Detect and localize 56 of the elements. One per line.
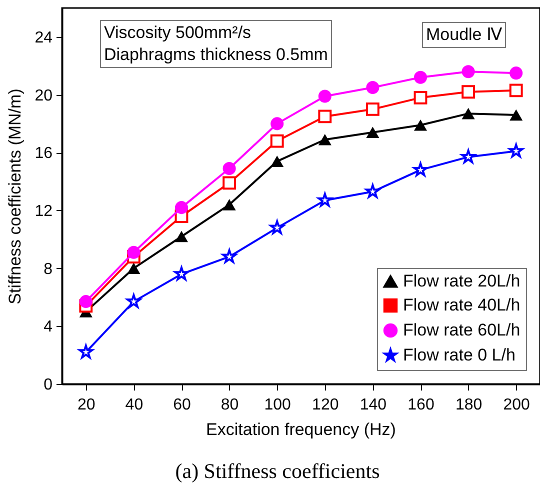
point	[366, 102, 380, 116]
point	[318, 90, 332, 103]
point	[366, 126, 380, 138]
y-tick-label: 20	[34, 87, 53, 104]
legend-label: Flow rate 40L/h	[403, 296, 520, 314]
y-tick-label: 12	[34, 202, 53, 220]
point	[222, 176, 236, 190]
point	[318, 110, 332, 124]
x-tick-label: 100	[264, 396, 292, 414]
point	[79, 295, 92, 308]
point	[127, 246, 140, 259]
legend-label: Flow rate 60L/h	[403, 320, 520, 340]
point	[366, 81, 380, 94]
legend-label: Flow rate 0 L/h	[403, 346, 516, 364]
point	[222, 199, 236, 210]
y-axis-title: Stiffness coefficients (MN/m)	[6, 88, 25, 304]
x-tick-label: 20	[78, 396, 96, 414]
annotation: Moudle Ⅳ	[422, 22, 506, 48]
point	[270, 220, 284, 234]
point	[127, 262, 140, 274]
x-tick-label: 40	[125, 396, 144, 414]
y-tick-label: 16	[34, 145, 53, 162]
point	[318, 134, 332, 146]
y-tick-label: 0	[44, 376, 53, 394]
point	[318, 192, 332, 207]
point	[270, 156, 284, 167]
point	[174, 230, 188, 242]
point	[509, 84, 523, 98]
x-tick-label: 80	[220, 396, 239, 414]
point	[462, 85, 475, 99]
x-tick-label: 180	[455, 396, 482, 414]
point	[510, 66, 523, 80]
point	[174, 201, 188, 214]
x-tick-label: 160	[408, 396, 434, 414]
point	[222, 162, 236, 176]
point	[414, 119, 428, 131]
x-tick-label: 120	[312, 396, 339, 414]
y-tick-label: 4	[44, 318, 53, 336]
point	[462, 65, 475, 78]
point	[270, 117, 284, 130]
x-tick-label: 60	[173, 396, 191, 414]
point	[462, 108, 475, 120]
y-tick-label: 24	[34, 29, 53, 46]
text: (a) Stiffness coefficients	[174, 458, 381, 484]
point	[414, 90, 428, 104]
x-tick-label: 200	[503, 396, 530, 414]
point	[270, 134, 284, 148]
point	[413, 162, 428, 176]
point	[414, 70, 428, 84]
point	[510, 109, 523, 121]
annotation: Viscosity 500mm²/s	[104, 23, 252, 42]
legend-label: Flow rate 20L/h	[403, 272, 520, 290]
annotation: Diaphragms thickness 0.5mm	[104, 45, 328, 64]
y-tick-label: 8	[44, 260, 53, 278]
x-axis-title: Excitation frequency (Hz)	[205, 419, 397, 441]
x-tick-label: 140	[360, 396, 387, 414]
